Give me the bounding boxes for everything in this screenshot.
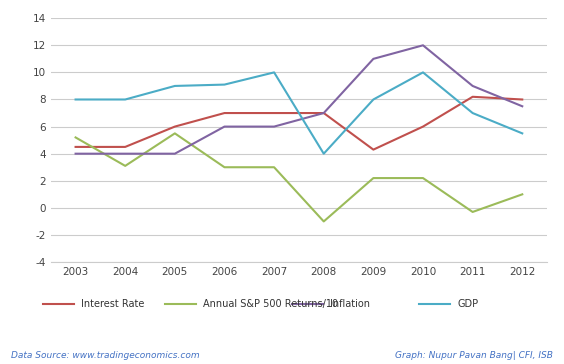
- Text: GDP: GDP: [457, 299, 478, 309]
- Text: Data Source: www.tradingeconomics.com: Data Source: www.tradingeconomics.com: [11, 351, 200, 360]
- Text: Interest Rate: Interest Rate: [82, 299, 145, 309]
- Text: Annual S&P 500 Returns/10: Annual S&P 500 Returns/10: [204, 299, 338, 309]
- Text: Graph: Nupur Pavan Bang| CFI, ISB: Graph: Nupur Pavan Bang| CFI, ISB: [395, 351, 553, 360]
- Text: Inflation: Inflation: [331, 299, 370, 309]
